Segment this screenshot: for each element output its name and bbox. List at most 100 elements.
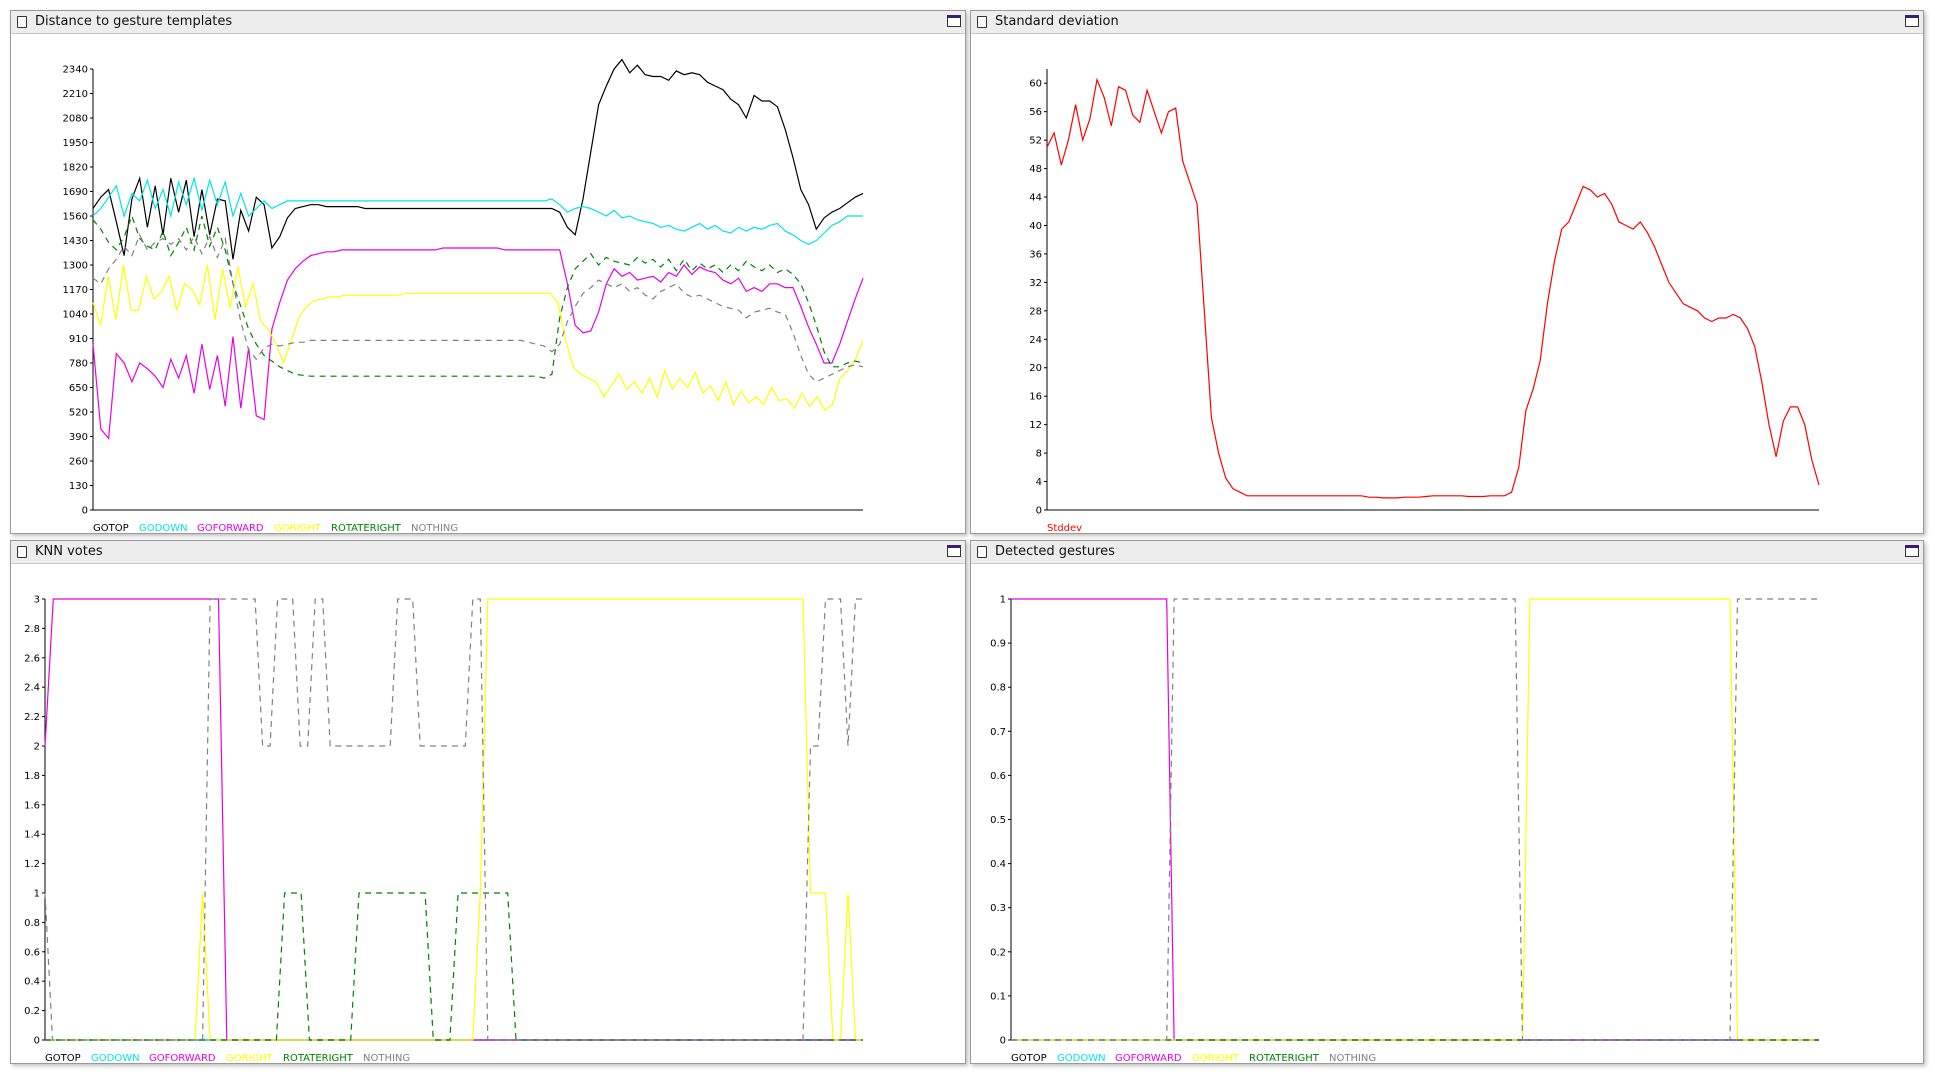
series-line-nothing: [92, 233, 864, 383]
y-tick-label: 0.7: [990, 727, 1006, 738]
y-tick-label: 0.4: [24, 977, 40, 988]
y-tick-label: 2210: [63, 89, 88, 100]
series-line-nothing: [44, 598, 863, 1041]
panel-title: KNN votes: [35, 544, 103, 559]
legend-item-gotop: GOTOP: [1011, 1053, 1047, 1063]
y-tick-label: 2.8: [24, 624, 40, 635]
y-tick-label: 0.4: [990, 859, 1006, 870]
detected-chart: 0 0.1 0.2 0.3 0.4 0.5 0.6 0.7 0.8 0.9 1 GOTOP GODOWN…: [990, 595, 1819, 1063]
window-icon[interactable]: [977, 546, 987, 558]
series-line-goright: [1011, 598, 1819, 1041]
panel-stddev: Standard deviation 0 4 8 12 16 20 24 28 32 36 40 44…: [970, 10, 1924, 534]
y-tick-label: 910: [69, 334, 88, 345]
panel-distance: Distance to gesture templates 0 130 260 390…: [10, 10, 966, 534]
y-tick-label: 130: [69, 481, 88, 492]
panel-detected: Detected gestures 0 0.1 0.2 0.3 0.4 0.5 0.6 0.7…: [970, 540, 1924, 1064]
y-tick-label: 1.6: [24, 800, 40, 811]
panel-title: Standard deviation: [995, 14, 1119, 29]
y-tick-label: 1: [34, 889, 40, 900]
series-line-stddev: [1046, 77, 1820, 499]
y-tick-label: 28: [1029, 306, 1042, 317]
y-tick-label: 0.1: [990, 991, 1006, 1002]
window-icon[interactable]: [17, 16, 27, 28]
y-tick-label: 40: [1029, 221, 1042, 232]
legend-item-godown: GODOWN: [1057, 1053, 1106, 1063]
y-tick-label: 2.2: [24, 712, 40, 723]
y-tick-label: 0: [34, 1036, 40, 1047]
knn-chart: 0 0.2 0.4 0.6 0.8 1 1.2 1.4 1.6 1.8 2 2.2 2.4 2.6 2.8 3…: [24, 595, 863, 1063]
y-tick-label: 0.5: [990, 815, 1006, 826]
y-tick-label: 36: [1029, 249, 1042, 260]
legend-item-goforward: GOFORWARD: [197, 523, 264, 533]
panel-title: Detected gestures: [995, 544, 1115, 559]
y-tick-label: 1.2: [24, 859, 40, 870]
y-tick-label: 390: [69, 432, 88, 443]
y-tick-label: 60: [1029, 79, 1042, 90]
legend-item-godown: GODOWN: [139, 523, 188, 533]
legend-item-goright: GORIGHT: [1192, 1053, 1240, 1063]
legend-item-nothing: NOTHING: [1329, 1053, 1376, 1063]
y-tick-label: 0: [1000, 1036, 1006, 1047]
y-tick-label: 32: [1029, 278, 1042, 289]
y-tick-label: 24: [1029, 335, 1042, 346]
panel-titlebar: Distance to gesture templates: [11, 11, 965, 34]
y-tick-label: 2: [34, 742, 40, 753]
series-line-rotateright: [92, 214, 864, 379]
window-icon[interactable]: [977, 16, 987, 28]
panel-title: Distance to gesture templates: [35, 14, 233, 29]
series-line-gotop: [92, 58, 864, 260]
y-tick-label: 0.2: [990, 947, 1006, 958]
y-tick-label: 1820: [63, 163, 88, 174]
y-tick-label: 260: [69, 457, 88, 468]
y-tick-label: 1560: [63, 212, 88, 223]
maximize-icon[interactable]: [1905, 545, 1919, 557]
maximize-icon[interactable]: [1905, 15, 1919, 27]
y-tick-label: 0.8: [990, 683, 1006, 694]
y-tick-label: 2.6: [24, 653, 40, 664]
y-tick-label: 12: [1029, 420, 1042, 431]
y-tick-label: 56: [1029, 107, 1042, 118]
y-tick-label: 20: [1029, 363, 1042, 374]
y-tick-label: 2340: [63, 65, 88, 76]
y-tick-label: 780: [69, 359, 88, 370]
y-tick-label: 1950: [63, 138, 88, 149]
legend-item-gotop: GOTOP: [45, 1053, 81, 1063]
y-tick-label: 0: [82, 506, 88, 517]
y-tick-label: 0.6: [990, 771, 1006, 782]
maximize-icon[interactable]: [947, 15, 961, 27]
legend-item-nothing: NOTHING: [363, 1053, 410, 1063]
y-tick-label: 1430: [63, 236, 88, 247]
series-line-goforward: [92, 247, 864, 440]
y-tick-label: 0: [1036, 506, 1042, 517]
series-line-goforward: [1011, 598, 1819, 1041]
legend-item-goforward: GOFORWARD: [1115, 1053, 1182, 1063]
panel-titlebar: Standard deviation: [971, 11, 1923, 34]
y-tick-label: 44: [1029, 193, 1042, 204]
y-tick-label: 1: [1000, 595, 1006, 606]
legend-item-godown: GODOWN: [91, 1053, 140, 1063]
series-line-goright: [92, 264, 864, 411]
legend-item-goforward: GOFORWARD: [149, 1053, 216, 1063]
legend-item-goright: GORIGHT: [274, 523, 322, 533]
series-line-godown: [92, 175, 863, 245]
legend-item-goright: GORIGHT: [226, 1053, 274, 1063]
y-tick-label: 1040: [63, 310, 88, 321]
window-icon[interactable]: [17, 546, 27, 558]
y-tick-label: 8: [1036, 449, 1042, 460]
panel-titlebar: KNN votes: [11, 541, 965, 564]
legend-item-stddev: Stddev: [1047, 523, 1082, 533]
y-tick-label: 52: [1029, 136, 1042, 147]
y-tick-label: 1.8: [24, 771, 40, 782]
y-tick-label: 1170: [63, 285, 88, 296]
y-tick-label: 48: [1029, 164, 1042, 175]
y-tick-label: 16: [1029, 392, 1042, 403]
legend-item-nothing: NOTHING: [411, 523, 458, 533]
maximize-icon[interactable]: [947, 545, 961, 557]
y-tick-label: 0.2: [24, 1006, 40, 1017]
y-tick-label: 520: [69, 408, 88, 419]
series-line-rotateright: [45, 892, 863, 1041]
series-line-nothing: [1011, 598, 1819, 1041]
y-tick-label: 2080: [63, 114, 88, 125]
y-tick-label: 0.8: [24, 918, 40, 929]
